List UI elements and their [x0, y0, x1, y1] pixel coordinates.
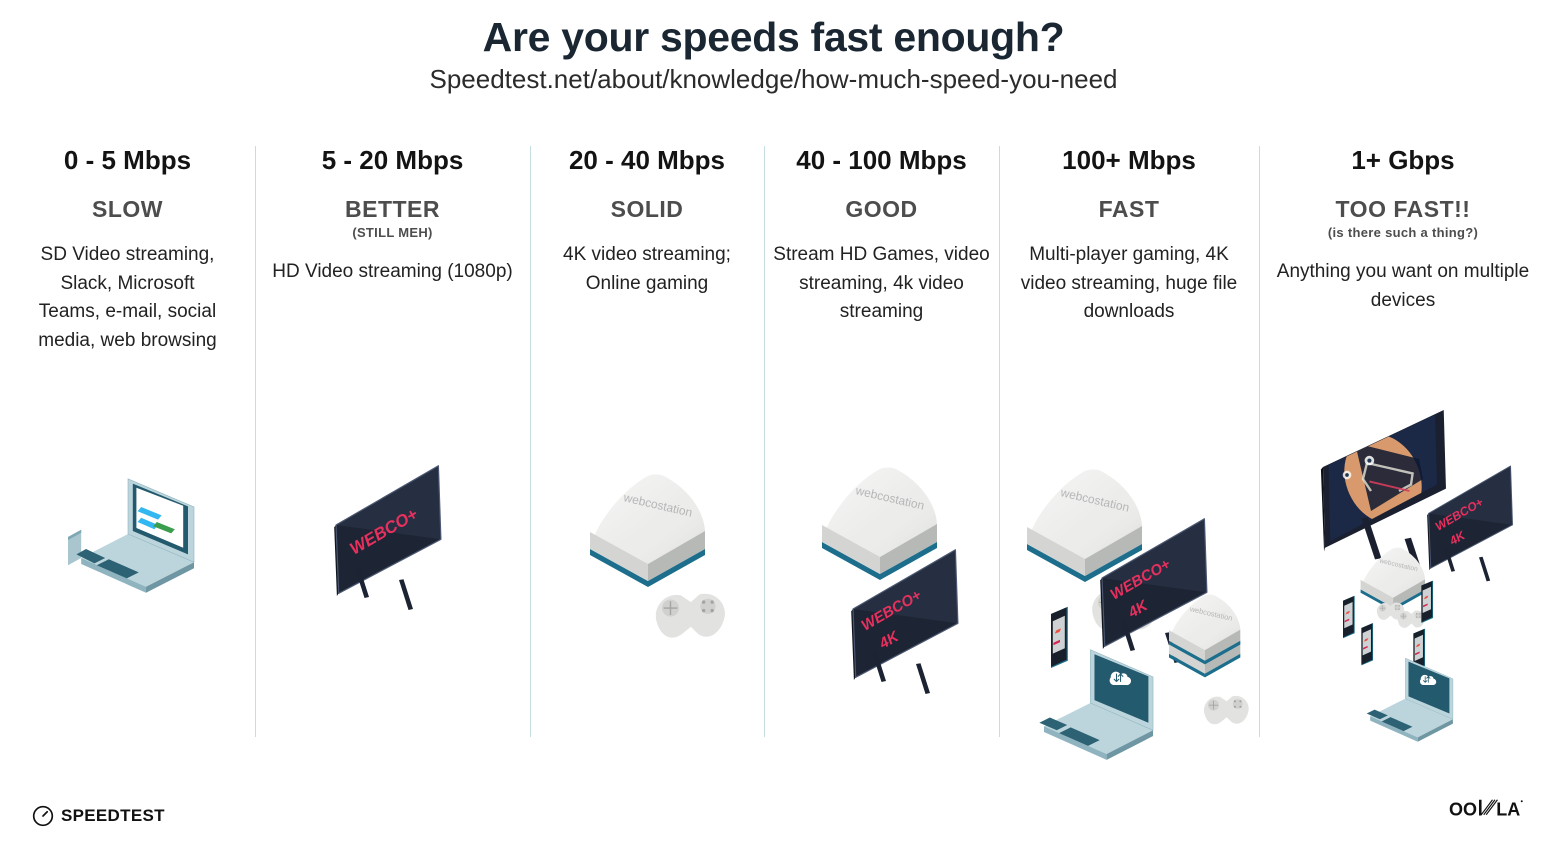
svg-text:LA: LA [1496, 800, 1520, 820]
svg-text:OO: OO [1449, 800, 1477, 820]
